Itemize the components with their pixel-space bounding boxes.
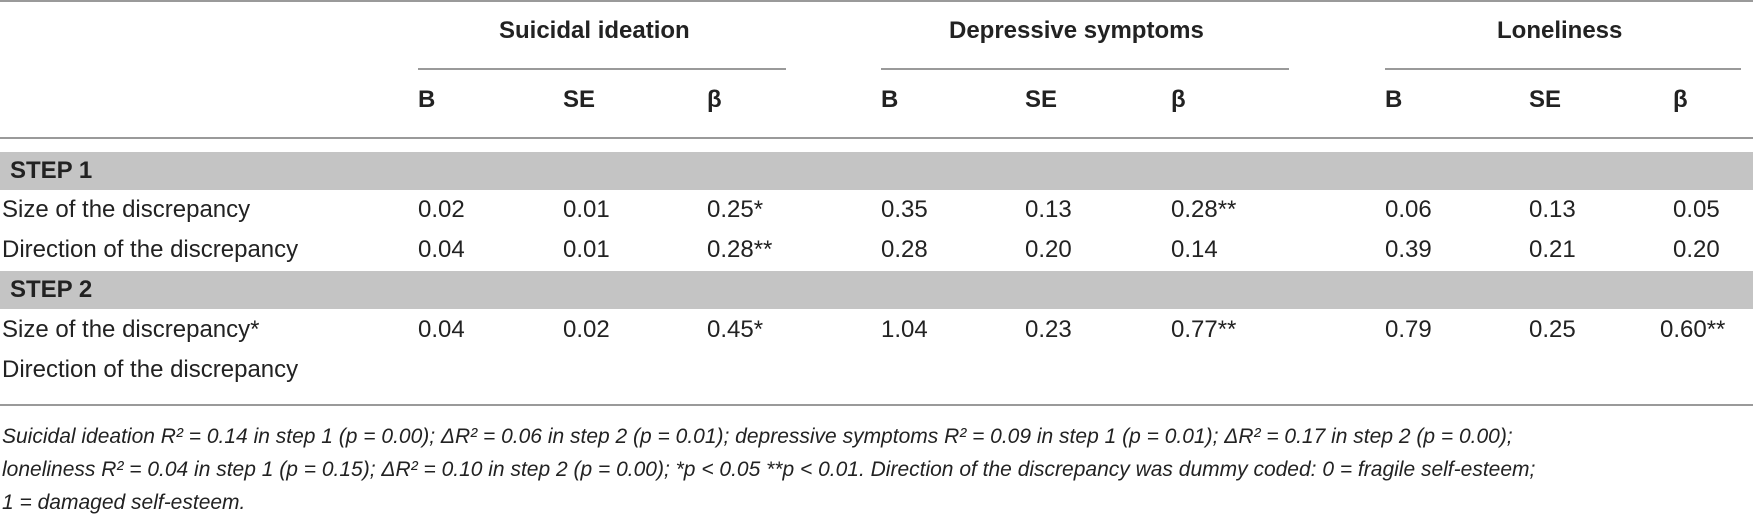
table-footnote: Suicidal ideation R² = 0.14 in step 1 (p… [2, 420, 1750, 519]
table-cell: 0.06 [1385, 196, 1432, 223]
group-header-depressive-symptoms: Depressive symptoms [949, 17, 1204, 44]
table-cell: 0.02 [563, 316, 610, 343]
row-label: Size of the discrepancy [2, 196, 251, 223]
step-label-1: STEP 1 [10, 157, 93, 184]
subheader-se-loneliness: SE [1529, 86, 1562, 113]
footnote-line-1: Suicidal ideation R² = 0.14 in step 1 (p… [2, 425, 1513, 448]
table-cell: 0.20 [1673, 236, 1720, 263]
table-cell: 0.04 [418, 236, 465, 263]
table-cell: 0.23 [1025, 316, 1072, 343]
table-cell: 0.14 [1171, 236, 1218, 263]
table-cell: 0.01 [563, 236, 610, 263]
table-cell: 0.28** [707, 236, 773, 263]
group-underline-loneliness [1385, 68, 1741, 70]
table-bottom-rule [0, 404, 1753, 406]
subheader-se-depressive: SE [1025, 86, 1058, 113]
group-underline-depressive-symptoms [881, 68, 1289, 70]
group-header-suicidal-ideation: Suicidal ideation [499, 17, 690, 44]
header-bottom-rule [0, 137, 1753, 139]
table-cell: 0.05 [1673, 196, 1720, 223]
subheader-beta-suicidal: β [707, 86, 722, 113]
subheader-b-depressive: B [881, 86, 899, 113]
table-cell: 0.39 [1385, 236, 1432, 263]
subheader-se-suicidal: SE [563, 86, 596, 113]
row-label-continued: Direction of the discrepancy [2, 356, 299, 383]
group-underline-suicidal-ideation [418, 68, 786, 70]
footnote-line-3: 1 = damaged self-esteem. [2, 491, 246, 514]
step-band-2 [0, 271, 1753, 309]
table-cell: 0.79 [1385, 316, 1432, 343]
table-cell: 0.02 [418, 196, 465, 223]
table-cell: 0.21 [1529, 236, 1576, 263]
row-label: Size of the discrepancy* [2, 316, 260, 343]
table-cell: 0.13 [1529, 196, 1576, 223]
table-top-rule [0, 0, 1753, 2]
footnote-line-2: loneliness R² = 0.04 in step 1 (p = 0.15… [2, 458, 1536, 481]
table-cell: 0.77** [1171, 316, 1237, 343]
subheader-beta-loneliness: β [1673, 86, 1688, 113]
table-cell: 0.28** [1171, 196, 1237, 223]
row-label: Direction of the discrepancy [2, 236, 299, 263]
table-cell: 0.60** [1660, 316, 1726, 343]
subheader-b-loneliness: B [1385, 86, 1403, 113]
table-cell: 0.35 [881, 196, 928, 223]
table-cell: 0.01 [563, 196, 610, 223]
group-header-loneliness: Loneliness [1497, 17, 1623, 44]
table-cell: 0.20 [1025, 236, 1072, 263]
table-cell: 0.04 [418, 316, 465, 343]
table-cell: 1.04 [881, 316, 928, 343]
subheader-b-suicidal: B [418, 86, 436, 113]
step-label-2: STEP 2 [10, 276, 93, 303]
subheader-beta-depressive: β [1171, 86, 1186, 113]
table-cell: 0.45* [707, 316, 764, 343]
table-cell: 0.25* [707, 196, 764, 223]
step-band-1 [0, 152, 1753, 190]
table-cell: 0.13 [1025, 196, 1072, 223]
table-cell: 0.28 [881, 236, 928, 263]
table-cell: 0.25 [1529, 316, 1576, 343]
